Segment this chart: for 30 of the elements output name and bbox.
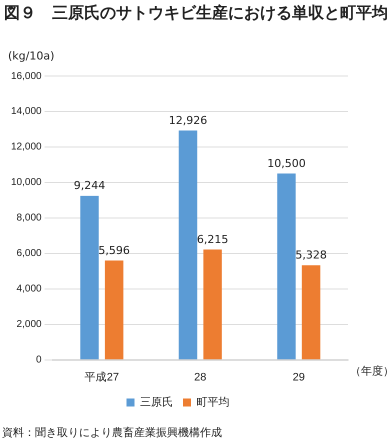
y-axis-title: (kg/10a) <box>8 49 54 62</box>
bar <box>203 250 222 360</box>
bar <box>302 265 320 360</box>
x-axis-title: （年度） <box>350 364 392 378</box>
bar <box>104 260 124 360</box>
y-tick-label: 0 <box>36 354 42 366</box>
y-tick-label: 12,000 <box>10 142 42 153</box>
legend-label: 三原氏 <box>140 396 173 409</box>
y-tick-label: 6,000 <box>16 248 42 260</box>
data-label: 5,328 <box>295 248 327 262</box>
bar <box>80 196 99 360</box>
x-tick-label: 28 <box>194 371 206 384</box>
y-tick-label: 2,000 <box>16 319 42 330</box>
y-tick-label: 16,000 <box>10 70 42 82</box>
y-tick-label: 8,000 <box>16 212 42 224</box>
bar <box>178 130 198 360</box>
x-tick-label: 29 <box>292 371 305 384</box>
chart-title: 図９ 三原氏のサトウキビ生産における単収と町平均 <box>4 2 389 23</box>
data-label: 10,500 <box>267 156 306 170</box>
text: 資料：聞き取りにより農畜産業振興機構作成 <box>2 425 222 440</box>
y-tick-label: 4,000 <box>16 284 42 295</box>
data-label: 12,926 <box>168 114 208 127</box>
data-label: 6,215 <box>196 232 228 246</box>
legend-label: 町平均 <box>196 396 230 409</box>
y-tick-label: 10,000 <box>10 177 42 188</box>
data-label: 5,596 <box>98 244 130 257</box>
x-tick-label: 平成27 <box>84 370 119 384</box>
bar <box>277 174 296 360</box>
y-tick-label: 14,000 <box>10 106 42 118</box>
data-label: 9,244 <box>74 179 106 192</box>
